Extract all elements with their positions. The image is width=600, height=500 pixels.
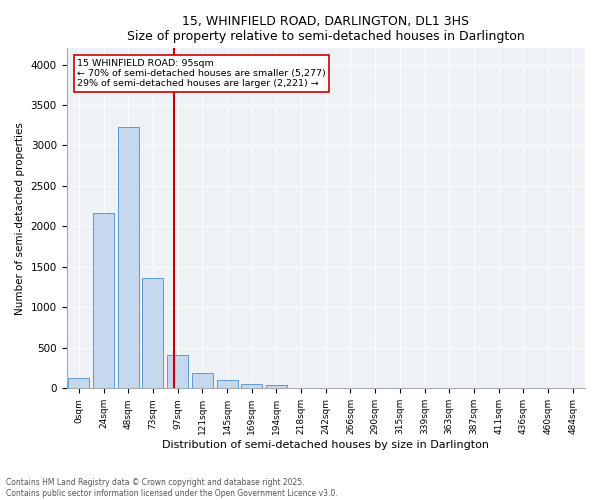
Bar — [142, 278, 163, 388]
Bar — [93, 212, 114, 388]
Y-axis label: Number of semi-detached properties: Number of semi-detached properties — [15, 122, 25, 315]
Bar — [192, 372, 213, 388]
Bar — [68, 378, 89, 388]
Text: 15 WHINFIELD ROAD: 95sqm
← 70% of semi-detached houses are smaller (5,277)
29% o: 15 WHINFIELD ROAD: 95sqm ← 70% of semi-d… — [77, 58, 326, 88]
Bar — [118, 127, 139, 388]
Title: 15, WHINFIELD ROAD, DARLINGTON, DL1 3HS
Size of property relative to semi-detach: 15, WHINFIELD ROAD, DARLINGTON, DL1 3HS … — [127, 15, 524, 43]
Bar — [167, 355, 188, 388]
Text: Contains HM Land Registry data © Crown copyright and database right 2025.
Contai: Contains HM Land Registry data © Crown c… — [6, 478, 338, 498]
Bar — [241, 384, 262, 388]
Bar — [266, 384, 287, 388]
Bar — [217, 380, 238, 388]
X-axis label: Distribution of semi-detached houses by size in Darlington: Distribution of semi-detached houses by … — [162, 440, 489, 450]
